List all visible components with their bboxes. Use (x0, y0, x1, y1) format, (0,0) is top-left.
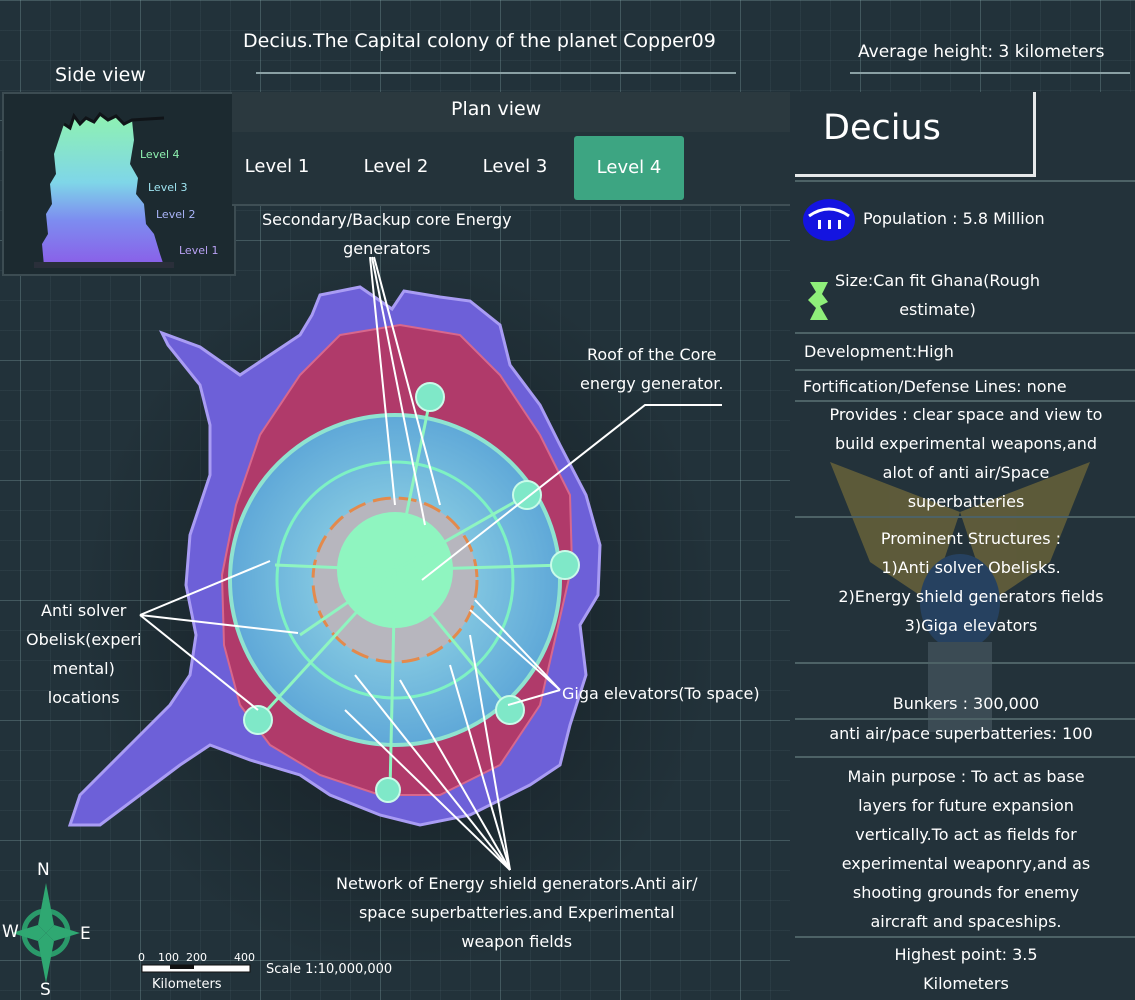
superbatteries: anti air/pace superbatteries: 100 (829, 724, 1093, 743)
page-title: Decius.The Capital colony of the planet … (243, 30, 716, 52)
plan-view-title: Plan view (451, 98, 542, 120)
bunkers: Bunkers : 300,000 (892, 694, 1040, 713)
level-tabs (232, 132, 790, 206)
tab-level-4[interactable]: Level 4 (574, 136, 684, 200)
anti-solver-obelisk-node (243, 705, 273, 735)
tab-level-1[interactable]: Level 1 (244, 156, 310, 177)
info-panel (790, 92, 1135, 1000)
giga-elevator-node (415, 382, 445, 412)
title-underline (256, 72, 736, 74)
emblem-watermark (830, 462, 1090, 732)
side-view-top-edge (63, 111, 165, 131)
compass-s: S (40, 980, 51, 1000)
scale-tick-100: 100 (158, 951, 179, 964)
colony-name: Decius (823, 108, 941, 148)
annotation-giga-elevators: Giga elevators(To space) (562, 684, 760, 703)
side-view-ground (34, 262, 174, 268)
plan-view-map (12, 255, 722, 983)
shield-network-lines (256, 399, 566, 791)
prominent-structures: Prominent Structures : 1)Anti solver Obe… (838, 529, 1104, 635)
divider (795, 756, 1135, 758)
population: Population : 5.8 Million (863, 209, 1045, 228)
size: Size:Can fit Ghana(Rough estimate) (835, 271, 1041, 319)
annotation-anti-solver-obelisk: Anti solver Obelisk(experi mental) locat… (26, 601, 142, 707)
compass-n: N (37, 860, 50, 880)
compass-rose (12, 883, 80, 983)
divider (795, 936, 1135, 938)
giga-elevator-node (550, 550, 580, 580)
side-level-2: Level 2 (156, 208, 196, 221)
main-purpose: Main purpose : To act as base layers for… (841, 767, 1091, 931)
scale-bar (141, 964, 251, 973)
divider (795, 369, 1135, 371)
provides: Provides : clear space and view to build… (829, 405, 1103, 511)
scale-unit: Kilometers (152, 977, 222, 992)
highest-point: Highest point: 3.5 Kilometers (894, 945, 1038, 993)
side-level-3: Level 3 (148, 181, 188, 194)
divider (795, 332, 1135, 334)
divider (795, 400, 1135, 402)
scale-tick-400: 400 (234, 951, 255, 964)
side-view-graphic (34, 111, 174, 268)
compass-e: E (80, 924, 91, 944)
title-box (795, 92, 1036, 177)
giga-elevator-node (495, 695, 525, 725)
population-icon (803, 199, 855, 241)
annotation-secondary-generators: Secondary/Backup core Energy generators (262, 210, 512, 258)
inner-ring (275, 460, 515, 700)
side-level-1: Level 1 (179, 244, 219, 257)
average-height-underline (850, 72, 1130, 74)
side-view-label: Side view (55, 64, 146, 86)
annotation-shield-network: Network of Energy shield generators.Anti… (336, 874, 698, 951)
scale-tick-200: 200 (186, 951, 207, 964)
divider (795, 662, 1135, 664)
scale-ratio: Scale 1:10,000,000 (266, 962, 393, 977)
divider (795, 516, 1135, 518)
side-view-panel: Level 4 Level 3 Level 2 Level 1 (2, 92, 236, 276)
compass-w: W (2, 922, 19, 942)
annotation-leader-lines (139, 256, 722, 871)
divider (795, 180, 1135, 182)
giga-elevator-node (375, 777, 401, 803)
size-icon (808, 282, 828, 320)
tab-level-3[interactable]: Level 3 (482, 156, 548, 177)
fortification: Fortification/Defense Lines: none (803, 377, 1067, 396)
annotation-core-roof: Roof of the Core energy generator. (580, 345, 724, 393)
average-height: Average height: 3 kilometers (858, 42, 1105, 62)
plan-view-header (232, 92, 790, 133)
tab-level-2[interactable]: Level 2 (363, 156, 429, 177)
scale-tick-0: 0 (138, 951, 145, 964)
development: Development:High (804, 342, 954, 361)
side-view-silhouette (42, 114, 164, 266)
divider (795, 718, 1135, 720)
side-level-4: Level 4 (140, 148, 180, 161)
